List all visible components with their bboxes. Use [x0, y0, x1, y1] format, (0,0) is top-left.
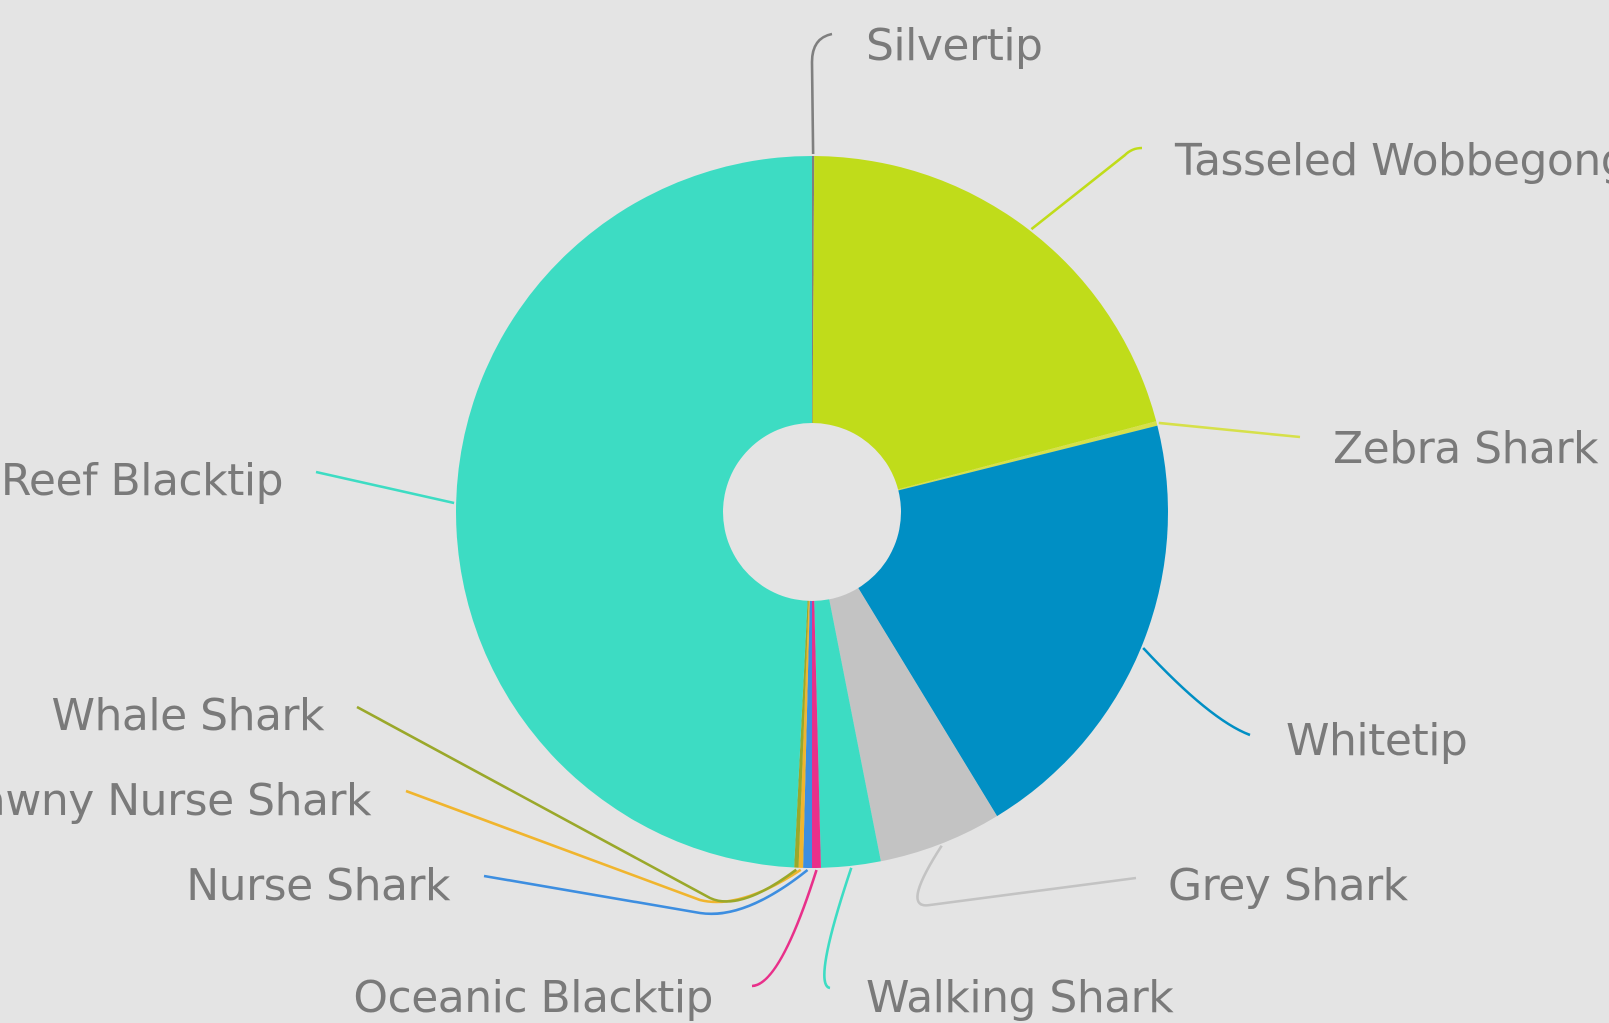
leader-line-silvertip — [810, 32, 833, 155]
leader-line-nurse-shark — [483, 868, 809, 916]
pie-slice-oceanic-blacktip — [812, 512, 821, 868]
slice-label-oceanic-blacktip: Oceanic Blacktip — [353, 972, 713, 1023]
leader-lines-group — [315, 32, 1301, 990]
leader-line-oceanic-blacktip — [751, 869, 818, 988]
pie-slice-whitetip — [812, 425, 1169, 817]
leader-line-whale-shark — [356, 705, 798, 903]
leader-line-whitetip — [1142, 647, 1251, 737]
pie-slice-silvertip — [812, 156, 815, 512]
slices-group — [456, 156, 1169, 868]
slice-label-walking-shark: Walking Shark — [866, 972, 1174, 1023]
pie-slice-reef-blacktip — [456, 156, 812, 868]
leader-line-grey-shark — [916, 844, 1137, 907]
slice-label-tawny-nurse-shark: Tawny Nurse Shark — [0, 775, 372, 826]
pie-slice-grey-shark — [812, 512, 998, 862]
pie-slice-walking-shark — [812, 512, 881, 868]
pie-slice-zebra-shark — [812, 421, 1158, 512]
leader-line-zebra-shark — [1158, 421, 1301, 439]
slice-label-silvertip: Silvertip — [866, 20, 1042, 71]
slice-label-reef-blacktip: Reef Blacktip — [1, 455, 283, 506]
slice-label-nurse-shark: Nurse Shark — [186, 860, 451, 911]
donut-hole — [723, 423, 901, 601]
pie-slice-nurse-shark — [803, 512, 812, 868]
slice-label-whitetip: Whitetip — [1286, 715, 1467, 766]
pie-slice-tawny-nurse-shark — [798, 512, 812, 868]
slice-label-whale-shark: Whale Shark — [52, 690, 326, 741]
slice-label-grey-shark: Grey Shark — [1168, 860, 1409, 911]
slice-labels-group: Silvertip Tasseled Wobbegong Zebra Shark Wh… — [0, 20, 1609, 1023]
leader-line-reef-blacktip — [315, 470, 455, 505]
leader-line-walking-shark — [823, 867, 853, 990]
leader-line-tasseled-wobbegong — [1030, 146, 1143, 231]
slice-label-tasseled-wobbegong: Tasseled Wobbegong — [1174, 135, 1609, 186]
pie-slice-whale-shark — [794, 512, 812, 868]
pie-slice-tasseled-wobbegong — [812, 156, 1157, 513]
slice-label-zebra-shark: Zebra Shark — [1333, 423, 1599, 474]
